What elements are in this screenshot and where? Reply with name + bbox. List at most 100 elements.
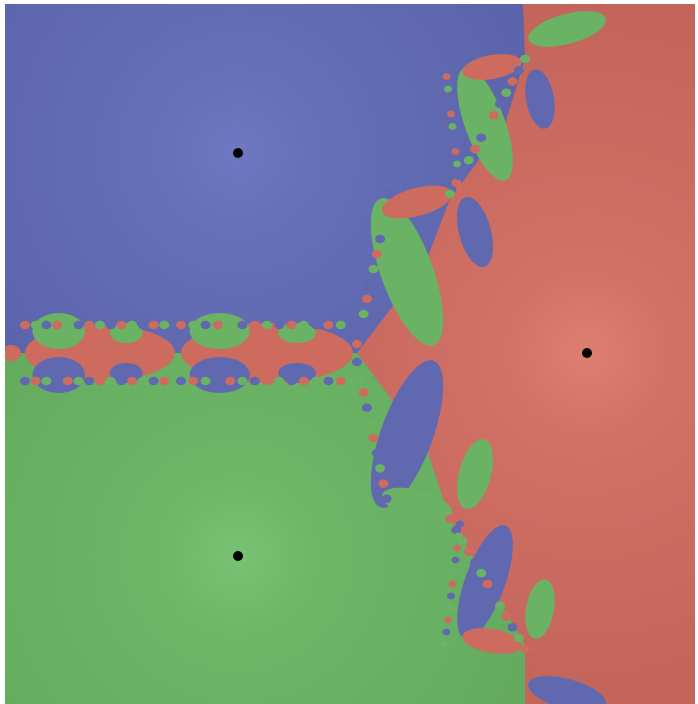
fractal-bead <box>311 320 322 330</box>
fractal-bead <box>127 376 138 386</box>
fractal-bead <box>451 178 462 187</box>
fractal-bead <box>513 633 524 643</box>
fractal-bulb <box>528 676 606 704</box>
fractal-bead <box>501 612 512 621</box>
fractal-bead <box>501 88 512 97</box>
fractal-bead <box>520 54 530 64</box>
fractal-bead <box>225 320 236 330</box>
fractal-bead <box>375 234 386 244</box>
fractal-bead <box>476 568 487 578</box>
fractal-canvas <box>5 4 695 704</box>
fractal-bead <box>286 320 297 330</box>
fractal-bead <box>482 122 493 131</box>
fractal-bulb <box>462 628 522 654</box>
fractal-bead <box>62 320 73 330</box>
fractal-bead <box>507 77 518 86</box>
fractal-bead <box>105 376 116 386</box>
fractal-bead <box>355 372 366 382</box>
fractal-bead <box>249 320 260 330</box>
fractal-bead <box>385 189 395 199</box>
fractal-bead <box>456 185 464 193</box>
fractal-bead <box>448 123 457 130</box>
fractal-bead <box>95 376 105 386</box>
fractal-bead <box>361 403 372 412</box>
fractal-bead <box>451 148 460 155</box>
fractal-bead <box>454 532 463 540</box>
fractal-bead <box>450 568 458 576</box>
fractal-bead <box>41 320 52 330</box>
fractal-image <box>5 4 695 704</box>
fractal-bead <box>470 558 480 567</box>
fractal-bead <box>237 376 248 386</box>
fractal-bead <box>445 514 455 524</box>
fractal-bead <box>73 376 84 386</box>
fractal-bead <box>41 376 52 386</box>
fractal-bulb <box>525 579 555 639</box>
fractal-bead <box>442 73 451 80</box>
fractal-bead <box>451 556 460 564</box>
fractal-bead <box>463 547 474 556</box>
fractal-bead <box>262 320 272 330</box>
fractal-bead <box>20 376 30 386</box>
fractal-bead <box>378 479 389 488</box>
fractal-bulb <box>5 345 21 361</box>
fractal-bead <box>453 544 461 552</box>
fractal-bead <box>335 320 346 330</box>
root-marker-blue <box>233 148 243 158</box>
fractal-bead <box>352 339 362 349</box>
fractal-bead <box>476 133 487 142</box>
fractal-boundary <box>5 11 606 704</box>
fractal-bulb <box>382 185 452 219</box>
fractal-bead <box>381 494 392 504</box>
fractal-bead <box>463 156 474 165</box>
fractal-bead <box>176 320 186 330</box>
fractal-bead <box>441 640 449 648</box>
fractal-bead <box>298 376 309 386</box>
fractal-bead <box>454 173 463 180</box>
fractal-bead <box>286 376 297 386</box>
fractal-bead <box>73 320 84 330</box>
fractal-bulb <box>456 196 494 268</box>
fractal-bead <box>116 320 127 330</box>
fractal-bead <box>441 60 449 68</box>
fractal-bead <box>335 376 346 386</box>
root-marker-green <box>233 551 243 561</box>
fractal-bead <box>274 320 285 330</box>
fractal-bead <box>249 376 260 386</box>
fractal-bead <box>450 135 458 143</box>
fractal-bulb <box>528 11 606 47</box>
fractal-bead <box>451 525 462 535</box>
fractal-bead <box>495 601 505 610</box>
fractal-bead <box>520 644 530 654</box>
fractal-bead <box>212 320 223 330</box>
fractal-bulb <box>189 357 250 393</box>
fractal-bead <box>212 376 223 386</box>
fractal-bead <box>365 279 376 289</box>
fractal-bead <box>137 320 148 330</box>
fractal-bulb <box>32 313 85 349</box>
fractal-bead <box>447 592 455 600</box>
fractal-bead <box>159 376 170 386</box>
fractal-bead <box>445 189 455 199</box>
fractal-bead <box>84 320 95 330</box>
fractal-bead <box>368 264 379 274</box>
fractal-bulb <box>32 357 85 393</box>
fractal-bead <box>323 320 334 330</box>
fractal-bead <box>84 376 95 386</box>
fractal-bead <box>448 580 457 588</box>
fractal-bead <box>352 357 362 367</box>
fractal-bead <box>176 376 186 386</box>
fractal-bead <box>355 324 366 334</box>
fractal-bead <box>200 376 211 386</box>
fractal-bead <box>348 376 358 386</box>
fractal-bead <box>62 376 73 386</box>
fractal-bulb <box>189 313 250 349</box>
fractal-bead <box>444 85 452 93</box>
fractal-bead <box>365 418 376 428</box>
fractal-bead <box>470 144 480 154</box>
fractal-bead <box>127 320 138 330</box>
fractal-bead <box>159 320 170 330</box>
fractal-bead <box>358 309 369 319</box>
fractal-bead <box>148 320 159 330</box>
fractal-bead <box>274 376 285 386</box>
